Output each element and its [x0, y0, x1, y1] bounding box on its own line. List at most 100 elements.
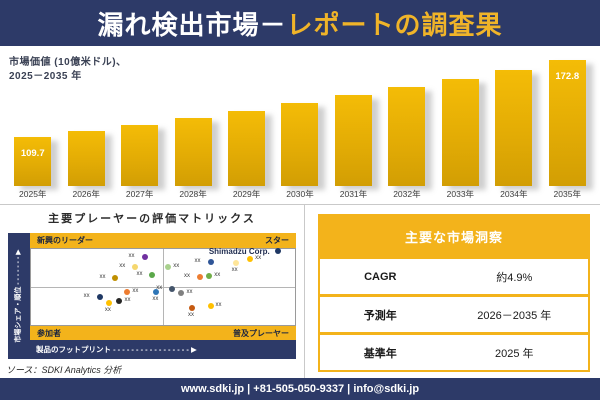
bar-chart-subtitle-line1: 市場価値 (10億米ドル)、 — [9, 57, 127, 68]
scatter-point-label: xx — [255, 254, 262, 261]
bar-slot — [273, 58, 326, 186]
scatter-point-label: xx — [124, 297, 131, 304]
bar-slot — [327, 58, 380, 186]
scatter-point — [149, 272, 156, 279]
bar-slot — [380, 58, 433, 186]
bar-category-label: 2035年 — [553, 189, 581, 199]
matrix-x-axis-label: 製品のフットプリント - - - - - - - - - - - - - - -… — [30, 340, 296, 359]
scatter-point-label: xx — [188, 311, 195, 318]
bar-2030年 — [281, 103, 319, 186]
scatter-point-label: xx — [136, 271, 143, 278]
scatter-point-label: xx — [194, 257, 201, 264]
quadrant-label-emerging-leaders: 新興のリーダー — [37, 236, 93, 245]
bar-slot — [113, 58, 166, 186]
scatter-point — [206, 273, 213, 280]
insight-label: 基準年 — [363, 347, 397, 360]
quadrant-label-pervasive-players: 普及プレーヤー — [233, 328, 289, 338]
bar-category-label: 2031年 — [339, 189, 368, 199]
footer-bar: www.sdki.jp | +81-505-050-9337 | info@sd… — [0, 378, 600, 400]
scatter-point-label: xx — [104, 306, 111, 313]
scatter-point — [116, 298, 123, 305]
scatter-point — [105, 299, 112, 306]
bar-slot — [166, 58, 219, 186]
scatter-point-label: xx — [231, 266, 238, 273]
matrix-bottom-band: 参加者 普及プレーヤー — [30, 326, 296, 340]
vertical-divider — [304, 204, 305, 378]
scatter-point-label: xx — [173, 263, 180, 270]
bar-chart-subtitle-line2: 2025－2035 年 — [9, 71, 82, 82]
horizontal-divider — [0, 204, 600, 205]
matrix-title: 主要プレーヤーの評価マトリックス — [48, 213, 256, 225]
scatter-point — [165, 264, 172, 271]
bar-category-label: 2026年 — [72, 189, 100, 199]
scatter-point — [232, 259, 239, 266]
competitive-matrix: 市場シェア・順位 - - - - - - - ▶ 新興のリーダー スター xx x… — [8, 233, 296, 359]
market-insights-table: 主要な市場洞察 CAGR 約4.9% 予測年 2026－2035 年基準年 2025 年 — [318, 214, 590, 372]
bar-2028年 — [174, 118, 212, 186]
footer-contact-text: www.sdki.jp | +81-505-050-9337 | info@sd… — [180, 383, 420, 395]
matrix-horizontal-gridline — [31, 287, 295, 288]
bar-2025年: 109.7 — [14, 137, 52, 186]
bar-category-label: 2029年 — [232, 189, 261, 199]
bar-category-label: 2034年 — [500, 189, 528, 199]
insight-label: 予測年 — [363, 309, 397, 322]
scatter-point — [189, 304, 196, 311]
source-note: ソース：SDKI Analytics 分析 — [6, 365, 122, 375]
scatter-point-label: xx — [186, 289, 193, 296]
scatter-point-label: xx — [99, 274, 106, 281]
scatter-point — [178, 290, 185, 297]
bar-slot — [59, 58, 112, 186]
scatter-point-label: xx — [156, 284, 163, 291]
bar-2027年 — [121, 125, 159, 186]
insight-label: CAGR — [364, 270, 397, 283]
scatter-point-label: xx — [83, 292, 90, 299]
scatter-point-label: xx — [119, 263, 126, 270]
scatter-point-label: xx — [152, 295, 159, 302]
bar-chart-subtitle: 市場価値 (10億米ドル)、 2025－2035 年 — [9, 56, 127, 84]
bar-2035年: 172.8 — [548, 60, 586, 186]
bar-2029年 — [228, 111, 266, 186]
bar-category-label: 2027年 — [125, 189, 154, 199]
matrix-plot-area: xx xx xx xx xx xx xx xx xx xx Shimadzu Corp. xx xx xx… — [30, 247, 296, 326]
header-banner: 漏れ検出市場－ レポートの調査果 — [0, 0, 600, 46]
scatter-point-company-label: Shimadzu Corp. — [208, 247, 270, 257]
bar-category-label: 2028年 — [179, 189, 207, 199]
matrix-y-axis-band: 市場シェア・順位 - - - - - - - ▶ — [8, 233, 30, 359]
bar-chart: 109.7 172.8 — [6, 58, 594, 186]
bar-slot: 109.7 — [6, 58, 59, 186]
scatter-point-label: xx — [132, 287, 139, 294]
scatter-point — [153, 288, 160, 295]
insight-row: CAGR 約4.9% — [320, 256, 588, 294]
matrix-y-axis-label: 市場シェア・順位 - - - - - - - ▶ — [15, 249, 22, 343]
insight-value: 2026－2035 年 — [477, 309, 552, 322]
scatter-point — [141, 253, 148, 260]
scatter-point — [207, 302, 214, 309]
bar-slot — [434, 58, 487, 186]
bar-2031年 — [334, 95, 372, 186]
bar-slot: 172.8 — [541, 58, 594, 186]
bar-category-label: 2030年 — [286, 189, 314, 199]
bar-category-label: 2025年 — [19, 189, 47, 199]
scatter-point — [247, 255, 254, 262]
page-title-accent: レポートの調査果 — [286, 9, 503, 40]
scatter-point — [124, 288, 131, 295]
bar-slot — [220, 58, 273, 186]
scatter-point — [169, 285, 176, 292]
bar-chart-x-axis: 2025年 2026年 2027年 2028年 2029年 2030年 2031年 2032年… — [6, 188, 594, 200]
bar-2026年 — [67, 131, 105, 186]
quadrant-label-stars: スター — [265, 236, 289, 245]
bar-category-label: 2033年 — [446, 189, 475, 199]
bar-value-label: 109.7 — [20, 148, 45, 159]
bar-category-label: 2032年 — [393, 189, 421, 199]
scatter-point-featured — [274, 248, 281, 255]
scatter-point-label: xx — [215, 301, 222, 308]
insight-value: 2025 年 — [495, 347, 534, 360]
bar-2033年 — [441, 79, 479, 186]
bar-value-label: 172.8 — [555, 71, 580, 82]
quadrant-label-participants: 参加者 — [37, 328, 61, 338]
scatter-point — [196, 274, 203, 281]
insight-value: 約4.9% — [496, 271, 533, 284]
insight-row: 予測年 2026－2035 年 — [320, 294, 588, 332]
scatter-point-label: xx — [128, 252, 135, 259]
